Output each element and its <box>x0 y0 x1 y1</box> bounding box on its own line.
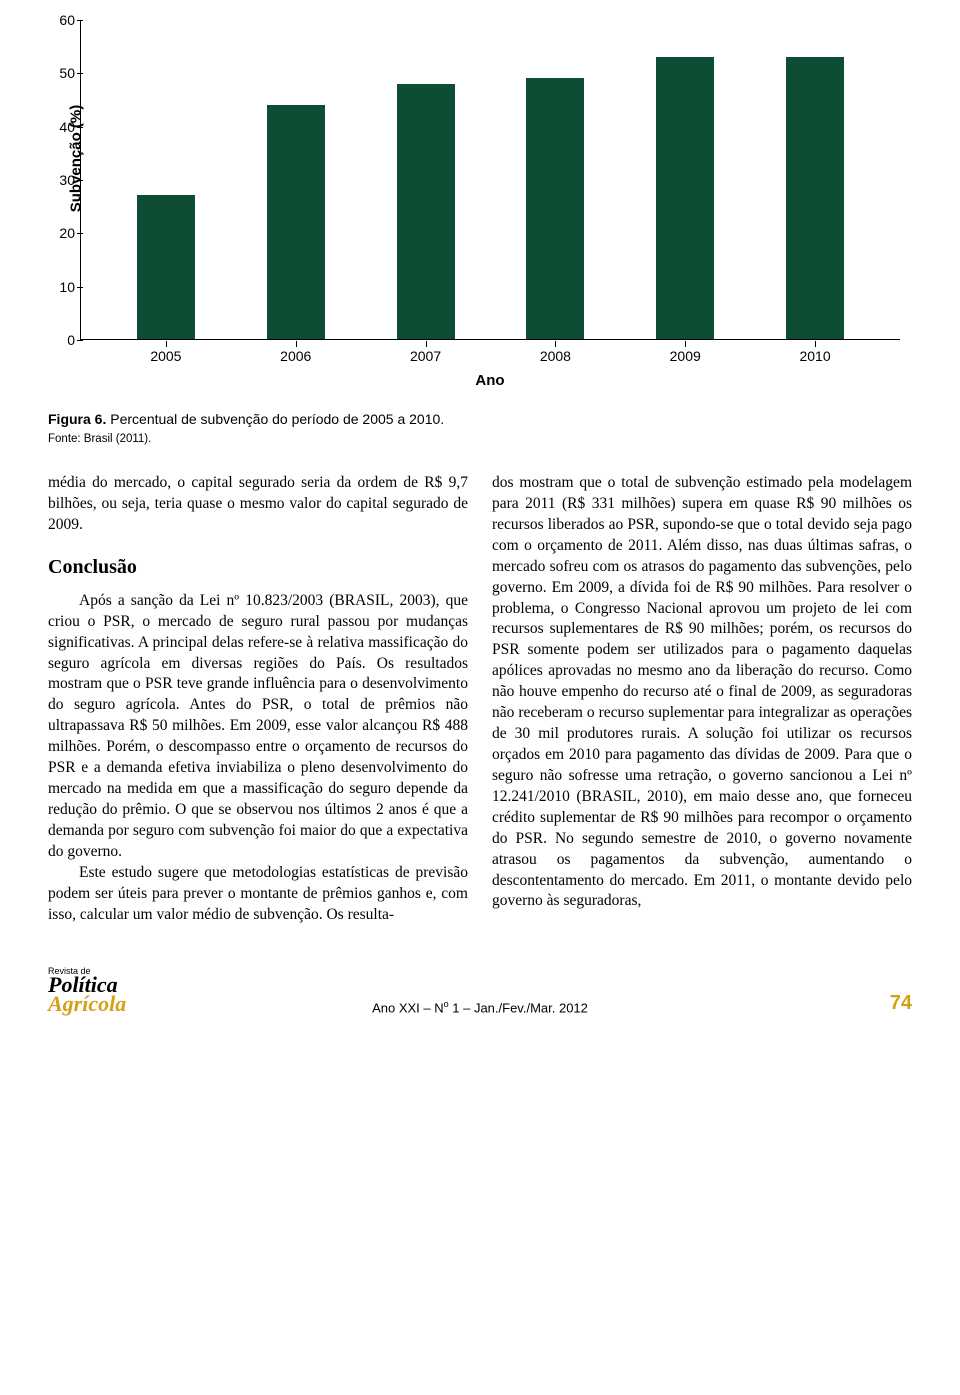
chart-region: Subvenção (%) 0102030405060 200520062007… <box>0 0 960 399</box>
bar <box>397 84 455 339</box>
bar <box>526 78 584 339</box>
x-tick: 2006 <box>267 348 325 364</box>
para-2: Após a sanção da Lei nº 10.823/2003 (BRA… <box>48 591 468 863</box>
para-4: dos mostram que o total de subvenção est… <box>492 473 912 912</box>
figure-source: Fonte: Brasil (2011). <box>0 429 960 463</box>
y-tick: 20 <box>45 225 75 241</box>
x-tick: 2009 <box>656 348 714 364</box>
bar <box>786 57 844 339</box>
bars-group <box>81 20 900 339</box>
y-tick: 40 <box>45 119 75 135</box>
page-number: 74 <box>802 992 912 1015</box>
caption-text: Percentual de subvenção do período de 20… <box>106 411 444 427</box>
x-tick: 2008 <box>526 348 584 364</box>
para-3: Este estudo sugere que metodologias esta… <box>48 863 468 926</box>
bar <box>137 195 195 339</box>
chart-container: Subvenção (%) 0102030405060 200520062007… <box>80 20 900 340</box>
logo-line-3: Agrícola <box>48 994 158 1015</box>
column-left: média do mercado, o capital segurado ser… <box>48 473 468 926</box>
column-right: dos mostram que o total de subvenção est… <box>492 473 912 926</box>
x-tick: 2010 <box>786 348 844 364</box>
y-tick: 10 <box>45 279 75 295</box>
caption-label: Figura 6. <box>48 411 106 427</box>
issue-pre: Ano XXI – N <box>372 1000 444 1015</box>
page-footer: Revista de Política Agrícola Ano XXI – N… <box>0 956 960 1046</box>
y-tick: 30 <box>45 172 75 188</box>
x-tick: 2007 <box>397 348 455 364</box>
body-columns: média do mercado, o capital segurado ser… <box>0 463 960 956</box>
x-tick: 2005 <box>137 348 195 364</box>
issue-info: Ano XXI – No 1 – Jan./Fev./Mar. 2012 <box>158 999 802 1015</box>
bar <box>656 57 714 339</box>
y-tick: 60 <box>45 12 75 28</box>
x-ticks: 2005 2006 2007 2008 2009 2010 <box>81 348 900 364</box>
issue-post: 1 – Jan./Fev./Mar. 2012 <box>449 1000 588 1015</box>
figure-caption: Figura 6. Percentual de subvenção do per… <box>0 399 960 429</box>
y-tick: 0 <box>45 332 75 348</box>
bar <box>267 105 325 339</box>
journal-logo: Revista de Política Agrícola <box>48 966 158 1016</box>
para-1: média do mercado, o capital segurado ser… <box>48 473 468 536</box>
section-heading-conclusao: Conclusão <box>48 554 468 581</box>
plot-area: 200520062007200820092010 <box>80 20 900 340</box>
y-tick: 50 <box>45 65 75 81</box>
x-axis-label: Ano <box>80 372 900 389</box>
y-ticks: 0102030405060 <box>45 20 75 340</box>
